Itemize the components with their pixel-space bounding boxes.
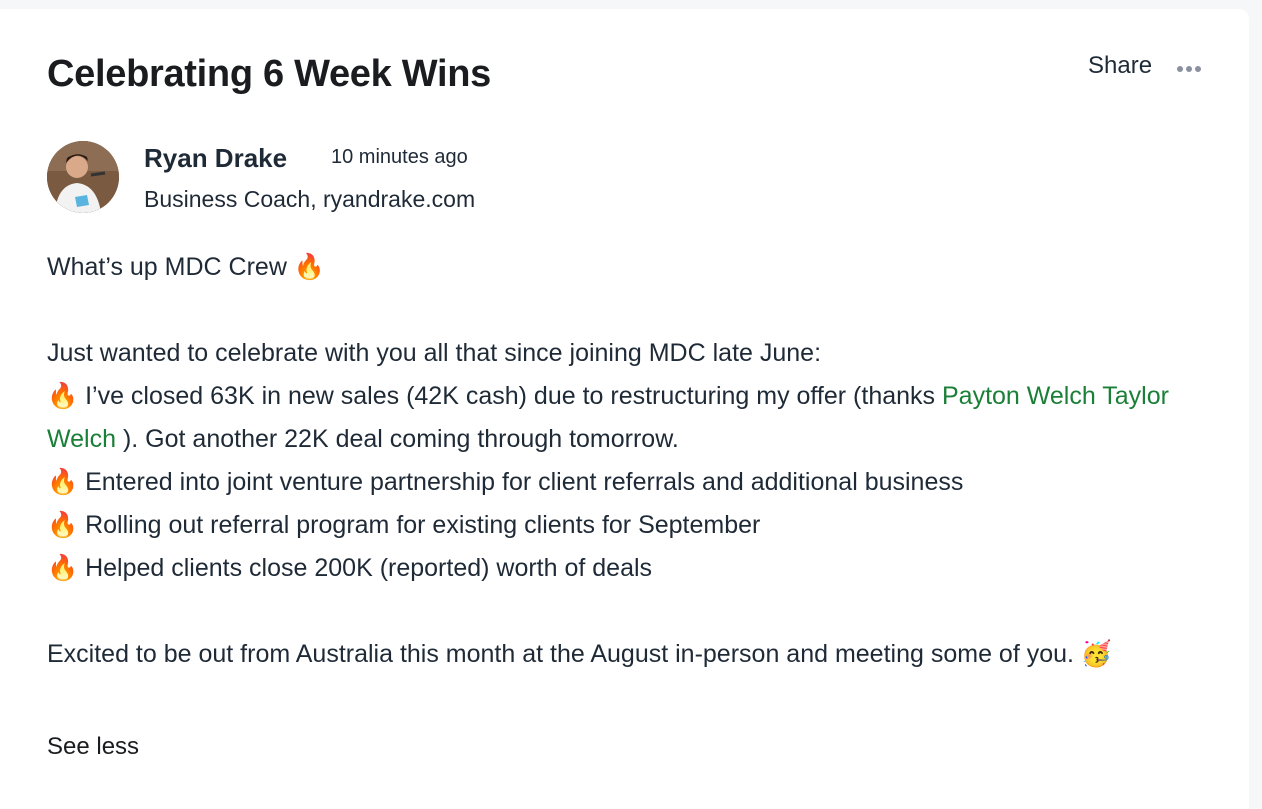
mention-link[interactable]: Taylor Welch (47, 382, 1169, 453)
avatar[interactable] (47, 141, 119, 213)
win-item: 🔥 Rolling out referral program for exist… (47, 511, 761, 539)
win-item: 🔥 I’ve closed 63K in new sales (42K cash… (47, 375, 1207, 461)
post-body: What’s up MDC Crew 🔥 Just wanted to cele… (47, 246, 1207, 676)
author-name[interactable]: Ryan Drake (144, 143, 288, 173)
share-button[interactable]: Share (1088, 52, 1153, 79)
win-text: 🔥 I’ve closed 63K in new sales (42K cash… (47, 382, 942, 410)
win-text: ). Got another 22K deal coming through t… (116, 425, 679, 453)
see-less-button[interactable]: See less (47, 733, 140, 760)
closing-line: Excited to be out from Australia this mo… (47, 640, 1113, 668)
intro-line: Just wanted to celebrate with you all th… (47, 339, 822, 367)
post-card: Celebrating 6 Week Wins Share Ryan Drake… (0, 9, 1249, 809)
post-title: Celebrating 6 Week Wins (47, 53, 491, 95)
mention-link[interactable]: Payton Welch (941, 382, 1096, 410)
win-item: 🔥 Helped clients close 200K (reported) w… (47, 554, 653, 582)
author-role: Business Coach, ryandrake.com (144, 186, 476, 212)
greeting: What’s up MDC Crew 🔥 (47, 253, 325, 281)
more-horizontal-icon[interactable] (1177, 66, 1201, 72)
post-timestamp: 10 minutes ago (331, 146, 468, 168)
win-item: 🔥 Entered into joint venture partnership… (47, 468, 964, 496)
